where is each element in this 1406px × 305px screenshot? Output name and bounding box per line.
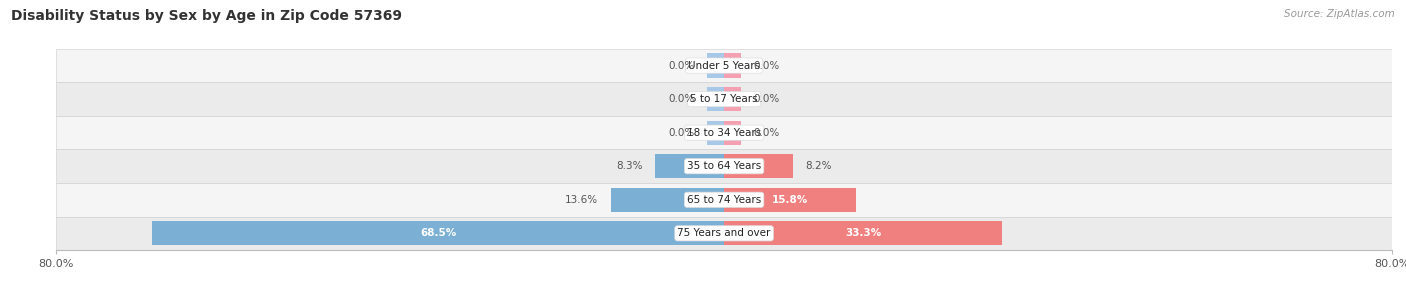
Bar — [152, 221, 724, 246]
Bar — [707, 120, 724, 145]
Text: 33.3%: 33.3% — [845, 228, 882, 238]
Bar — [610, 188, 724, 212]
Text: 8.2%: 8.2% — [806, 161, 831, 171]
Bar — [724, 188, 856, 212]
Text: Disability Status by Sex by Age in Zip Code 57369: Disability Status by Sex by Age in Zip C… — [11, 9, 402, 23]
Text: 5 to 17 Years: 5 to 17 Years — [690, 94, 758, 104]
Bar — [56, 149, 1392, 183]
Bar — [724, 120, 741, 145]
Text: 75 Years and over: 75 Years and over — [678, 228, 770, 238]
Text: 8.3%: 8.3% — [616, 161, 643, 171]
Bar — [724, 87, 741, 111]
Text: 0.0%: 0.0% — [754, 94, 779, 104]
Text: Source: ZipAtlas.com: Source: ZipAtlas.com — [1284, 9, 1395, 19]
Bar — [707, 53, 724, 78]
Text: 68.5%: 68.5% — [420, 228, 457, 238]
Bar — [56, 183, 1392, 217]
Bar — [724, 53, 741, 78]
Text: 18 to 34 Years: 18 to 34 Years — [688, 128, 761, 138]
Text: 0.0%: 0.0% — [754, 128, 779, 138]
Bar — [56, 217, 1392, 250]
Bar — [724, 221, 1002, 246]
Text: 35 to 64 Years: 35 to 64 Years — [688, 161, 761, 171]
Text: 0.0%: 0.0% — [669, 61, 695, 70]
Text: 15.8%: 15.8% — [772, 195, 808, 205]
Bar — [707, 87, 724, 111]
Text: 0.0%: 0.0% — [754, 61, 779, 70]
Text: 0.0%: 0.0% — [669, 128, 695, 138]
Bar — [724, 154, 793, 178]
Bar — [56, 49, 1392, 82]
Bar — [56, 116, 1392, 149]
Text: Under 5 Years: Under 5 Years — [688, 61, 761, 70]
Text: 0.0%: 0.0% — [669, 94, 695, 104]
Text: 65 to 74 Years: 65 to 74 Years — [688, 195, 761, 205]
Bar — [56, 82, 1392, 116]
Bar — [655, 154, 724, 178]
Text: 13.6%: 13.6% — [565, 195, 598, 205]
